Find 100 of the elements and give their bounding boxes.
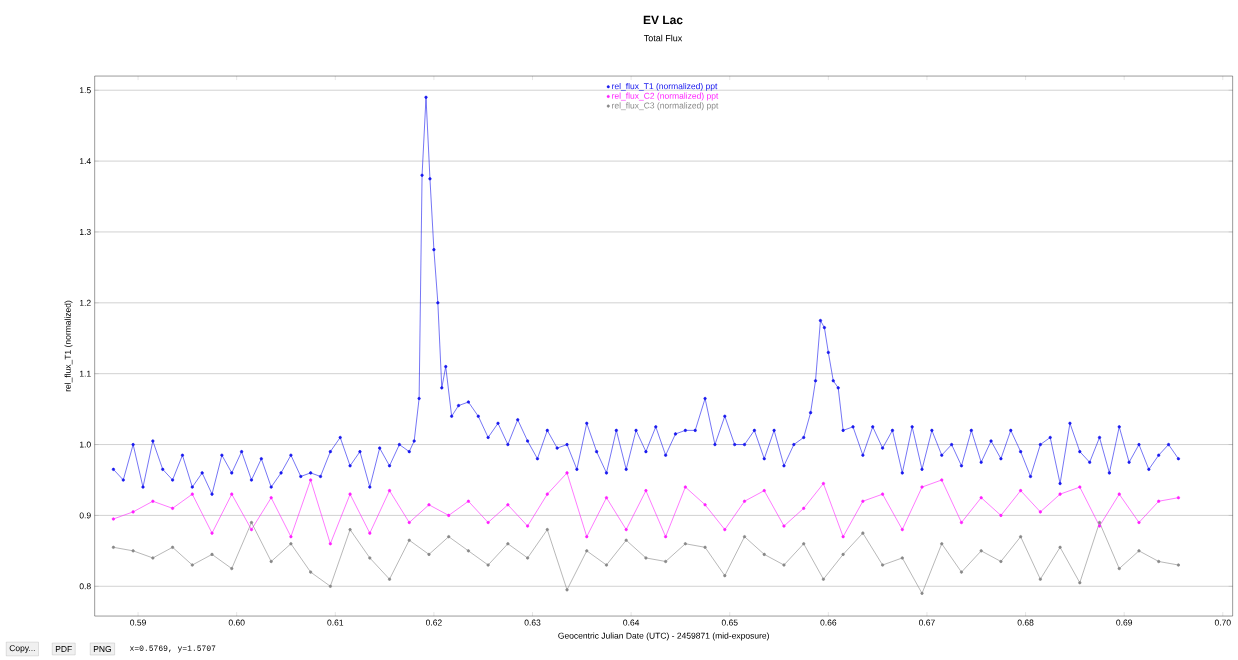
point bbox=[624, 527, 628, 532]
text: PDF bbox=[55, 646, 72, 652]
point bbox=[1176, 563, 1181, 567]
point bbox=[1137, 520, 1141, 525]
point bbox=[1058, 492, 1062, 496]
point bbox=[447, 535, 451, 539]
point bbox=[230, 566, 234, 571]
point bbox=[861, 499, 865, 503]
point bbox=[644, 489, 648, 493]
point bbox=[111, 517, 116, 521]
point bbox=[170, 506, 175, 510]
point bbox=[940, 542, 944, 546]
point bbox=[959, 520, 964, 525]
point bbox=[151, 499, 155, 503]
point bbox=[466, 549, 471, 553]
point bbox=[131, 510, 135, 514]
x-tick-label: 0.69 bbox=[1116, 619, 1133, 626]
text: PNG bbox=[93, 645, 111, 652]
point bbox=[190, 492, 194, 496]
point bbox=[506, 542, 510, 546]
point bbox=[309, 570, 313, 574]
point bbox=[328, 584, 332, 588]
x-tick-label: 0.65 bbox=[721, 619, 738, 626]
point bbox=[348, 527, 352, 532]
point bbox=[230, 492, 234, 496]
point bbox=[506, 503, 510, 507]
point bbox=[486, 563, 490, 567]
point bbox=[624, 538, 628, 542]
point bbox=[920, 591, 924, 595]
x-tick-label: 0.59 bbox=[130, 619, 146, 626]
x-tick-label: 0.61 bbox=[327, 619, 344, 626]
point bbox=[1078, 581, 1082, 585]
point bbox=[604, 563, 609, 567]
point bbox=[742, 499, 747, 503]
point bbox=[841, 535, 845, 539]
point bbox=[387, 577, 392, 581]
point bbox=[683, 485, 687, 489]
point bbox=[387, 489, 392, 493]
point bbox=[782, 524, 786, 528]
x-tick-label: 0.70 bbox=[1214, 619, 1231, 626]
y-tick-label: 0.9 bbox=[79, 512, 91, 519]
point bbox=[1038, 577, 1042, 581]
point bbox=[802, 506, 806, 510]
y-axis-title: rel_flux_T1 (normalized) bbox=[64, 300, 73, 392]
point bbox=[940, 478, 944, 482]
point bbox=[585, 535, 589, 539]
point bbox=[1038, 510, 1042, 514]
point bbox=[723, 527, 727, 532]
point bbox=[703, 545, 707, 549]
point bbox=[1157, 499, 1161, 503]
y-tick-label: 1.5 bbox=[79, 87, 91, 94]
text: x=0.5769, y=1.5707 bbox=[129, 645, 216, 653]
legend-label: rel_flux_C3 (normalized) ppt bbox=[612, 102, 719, 111]
point bbox=[1117, 566, 1121, 571]
point bbox=[565, 471, 569, 475]
point bbox=[999, 513, 1003, 518]
point bbox=[249, 520, 254, 525]
y-tick-label: 1.0 bbox=[79, 441, 91, 448]
point bbox=[900, 556, 904, 560]
point bbox=[565, 588, 569, 592]
y-tick-label: 1.4 bbox=[79, 158, 91, 165]
chart-title: EV Lac bbox=[643, 15, 683, 25]
x-axis-title: Geocentric Julian Date (UTC) - 2459871 (mid-exposure) bbox=[558, 632, 769, 641]
point bbox=[1097, 524, 1102, 528]
point bbox=[466, 499, 471, 503]
chart-subtitle: Total Flux bbox=[643, 34, 683, 42]
point bbox=[269, 559, 273, 564]
point bbox=[407, 538, 411, 542]
x-tick-label: 0.67 bbox=[919, 619, 935, 626]
point bbox=[249, 527, 254, 532]
point bbox=[880, 492, 885, 496]
point bbox=[999, 559, 1003, 564]
point bbox=[979, 496, 983, 500]
point bbox=[289, 535, 293, 539]
point bbox=[151, 556, 155, 560]
point bbox=[328, 542, 332, 546]
point bbox=[427, 503, 431, 507]
point bbox=[1078, 485, 1082, 489]
point bbox=[269, 496, 273, 500]
point bbox=[1117, 492, 1121, 496]
point bbox=[1019, 489, 1023, 493]
y-tick-label: 1.3 bbox=[79, 228, 91, 235]
point bbox=[1058, 545, 1062, 549]
point bbox=[664, 559, 668, 564]
point bbox=[170, 545, 175, 549]
y-tick-label: 1.1 bbox=[79, 370, 91, 377]
point bbox=[821, 577, 826, 581]
point bbox=[545, 492, 549, 496]
x-tick-label: 0.66 bbox=[820, 619, 837, 626]
point bbox=[447, 513, 451, 518]
point bbox=[1157, 559, 1161, 564]
point bbox=[486, 520, 490, 525]
legend-label: rel_flux_T1 (normalized) ppt bbox=[612, 82, 718, 91]
point bbox=[644, 556, 648, 560]
point bbox=[427, 552, 431, 556]
text: Copy... bbox=[9, 645, 35, 653]
point bbox=[762, 552, 766, 556]
point bbox=[979, 549, 983, 553]
point bbox=[545, 527, 549, 532]
point bbox=[407, 520, 411, 525]
